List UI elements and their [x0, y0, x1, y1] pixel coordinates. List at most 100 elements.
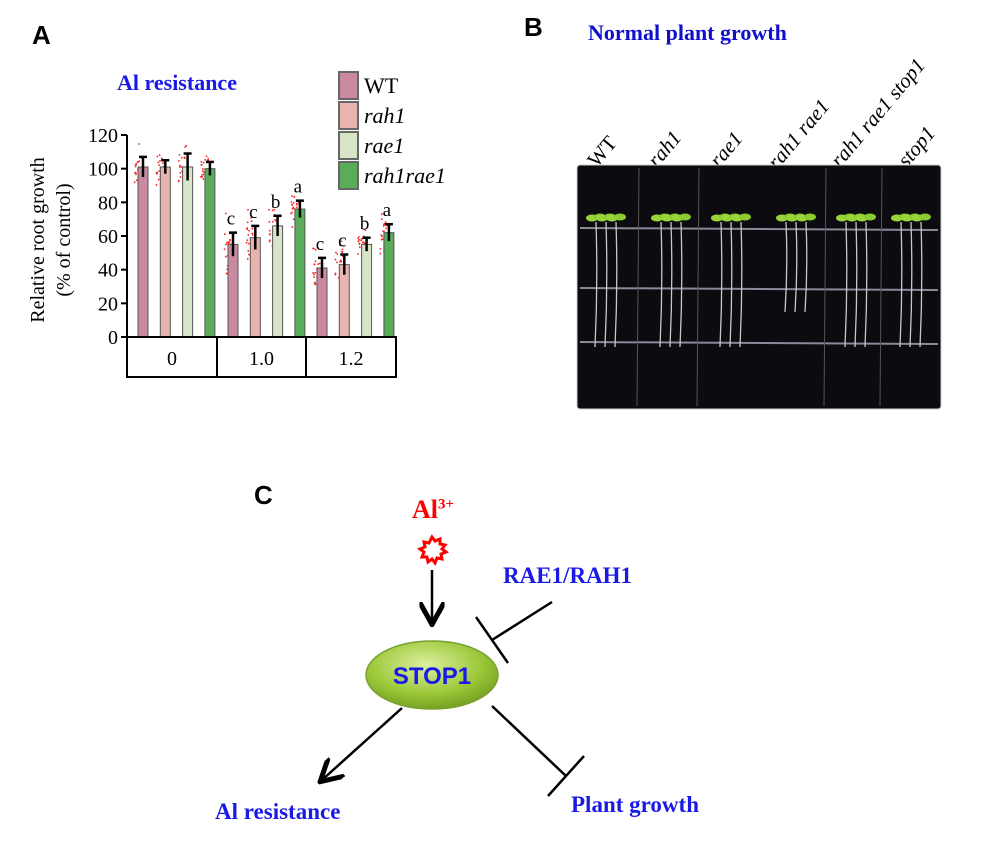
data-point [291, 211, 294, 214]
root [659, 221, 663, 348]
root [669, 221, 673, 348]
data-point [135, 179, 138, 182]
data-point [158, 154, 161, 156]
data-point [162, 162, 164, 165]
data-point [155, 172, 158, 175]
data-point [268, 233, 271, 236]
cotyledon [864, 213, 876, 221]
grid-line [579, 227, 939, 231]
root [604, 221, 608, 348]
data-point [362, 241, 365, 244]
data-point [312, 272, 315, 274]
data-point [292, 201, 295, 204]
data-point [200, 164, 203, 167]
panel-label-b: B [524, 12, 543, 42]
data-point [184, 146, 187, 149]
data-point [361, 237, 363, 240]
y-tick-label: 0 [108, 327, 118, 349]
rae1-rah1-label: RAE1/RAH1 [503, 563, 633, 588]
data-point [334, 251, 337, 254]
data-point [156, 155, 159, 158]
data-point [157, 178, 160, 181]
data-point [177, 180, 180, 183]
legend-label: rae1 [364, 133, 404, 158]
grid-line [579, 287, 939, 291]
data-point [336, 261, 338, 264]
data-point [385, 227, 387, 230]
data-point [291, 226, 294, 228]
root [739, 221, 743, 348]
data-point [313, 273, 316, 276]
data-point [357, 236, 360, 238]
root [844, 221, 848, 348]
data-point [224, 255, 227, 258]
data-point [202, 173, 205, 176]
data-point [223, 248, 226, 251]
data-point [250, 216, 252, 219]
data-point [200, 160, 203, 163]
stop1-node [365, 640, 499, 710]
data-point [268, 229, 271, 232]
al-resistance-label: Al resistance [215, 799, 340, 824]
data-point [293, 196, 296, 198]
data-point [313, 263, 316, 266]
y-tick-label: 120 [88, 125, 118, 147]
data-point [360, 239, 363, 242]
aluminum-ion-icon [416, 534, 450, 567]
data-point [138, 143, 141, 145]
y-tick-label: 80 [98, 192, 118, 214]
data-point [292, 218, 295, 221]
data-point [379, 252, 382, 255]
data-point [134, 165, 137, 168]
data-point [381, 238, 384, 241]
data-point [250, 220, 253, 223]
legend-swatch [338, 161, 359, 190]
root [729, 221, 733, 348]
legend-label: WT [364, 73, 399, 98]
data-point [295, 206, 298, 209]
legend-swatch [338, 101, 359, 130]
promotion-arrow [322, 707, 403, 780]
data-point [313, 276, 315, 279]
data-point [357, 240, 360, 243]
data-point [201, 168, 204, 170]
data-point [358, 243, 361, 245]
y-tick-label: 100 [88, 159, 118, 181]
data-point [251, 232, 254, 235]
data-point [204, 158, 207, 161]
data-point [384, 221, 387, 224]
cotyledon [804, 213, 816, 221]
data-point [246, 239, 249, 242]
data-point [158, 170, 161, 172]
data-point [340, 240, 343, 243]
data-point [291, 204, 294, 206]
root [794, 221, 798, 313]
grid-line [696, 167, 700, 407]
root [804, 221, 808, 313]
data-point [205, 155, 208, 158]
significance-letter: c [338, 231, 346, 252]
data-point [379, 247, 382, 250]
y-tick-label: 40 [98, 260, 118, 282]
x-tick-label: 1.2 [339, 348, 364, 370]
significance-letter: c [249, 202, 257, 223]
grid-line [636, 167, 640, 407]
significance-letter: b [360, 214, 370, 235]
data-point [178, 153, 181, 156]
grid-line [579, 341, 939, 345]
data-point [247, 242, 250, 245]
data-point [339, 259, 342, 262]
cotyledon [919, 213, 931, 221]
data-point [314, 281, 316, 284]
data-point [312, 247, 314, 250]
legend-label: rah1rae1 [364, 163, 446, 188]
significance-letter: b [271, 192, 281, 213]
data-point [202, 178, 205, 180]
data-point [357, 237, 360, 240]
root [719, 221, 723, 348]
data-point [228, 241, 231, 243]
root [614, 221, 618, 348]
data-point [296, 202, 298, 205]
data-point [271, 220, 274, 223]
aluminum-ion-label: Al3+ [412, 495, 455, 524]
